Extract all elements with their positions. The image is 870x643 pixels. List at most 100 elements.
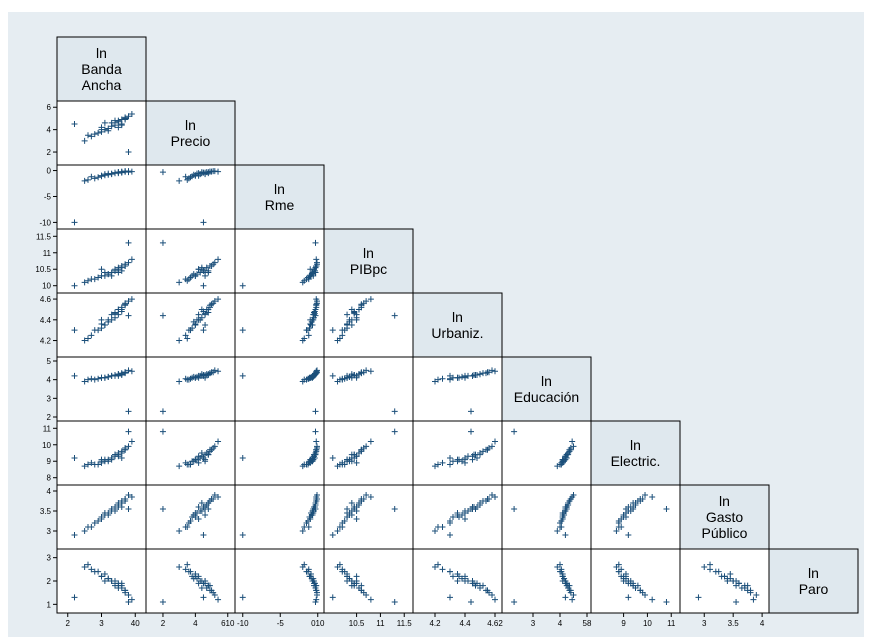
variable-label: Público — [702, 525, 748, 541]
scatter-cell — [412, 420, 503, 486]
data-point — [187, 518, 194, 524]
variable-label: Educación — [514, 389, 579, 405]
data-point — [353, 459, 360, 466]
data-point — [707, 561, 714, 568]
y-tick-label: -5 — [44, 192, 52, 201]
data-point — [625, 532, 632, 538]
data-point — [108, 269, 115, 276]
data-point — [450, 573, 456, 580]
data-point — [187, 174, 194, 181]
data-point — [483, 498, 489, 504]
data-point — [184, 176, 191, 183]
data-point — [115, 266, 122, 273]
y-tick-label: 4 — [47, 376, 52, 385]
data-point — [435, 461, 441, 468]
data-point — [115, 504, 122, 510]
data-point — [215, 438, 222, 445]
data-point — [367, 596, 374, 603]
scatter-cell — [234, 356, 325, 422]
data-point — [118, 122, 125, 129]
data-point — [187, 375, 194, 382]
data-point — [205, 309, 212, 316]
data-point — [182, 332, 189, 339]
data-point — [81, 528, 88, 534]
data-point — [468, 428, 474, 435]
y-tick-label: 2 — [47, 148, 52, 157]
scatter-cell — [234, 548, 325, 614]
data-point — [195, 516, 202, 522]
data-point — [447, 568, 453, 575]
data-point — [115, 311, 122, 318]
data-point — [88, 276, 95, 283]
data-point — [202, 512, 209, 518]
data-point — [563, 506, 570, 512]
data-point — [329, 594, 336, 601]
data-point — [91, 376, 98, 383]
data-point — [637, 498, 644, 504]
data-point — [462, 516, 468, 522]
data-point — [447, 372, 453, 379]
data-point — [313, 587, 320, 594]
data-point — [358, 446, 365, 453]
data-point — [313, 256, 320, 263]
data-point — [122, 587, 129, 594]
data-point — [311, 267, 317, 274]
variable-label: ln — [452, 309, 463, 325]
data-point — [128, 256, 135, 263]
y-tick-label: 3 — [47, 554, 52, 563]
data-point — [336, 335, 343, 342]
data-point — [210, 496, 217, 502]
data-point — [159, 312, 166, 319]
data-point — [112, 117, 118, 124]
scatter-cell — [56, 164, 147, 230]
data-point — [391, 506, 398, 512]
data-point — [88, 332, 95, 339]
data-point — [358, 498, 365, 504]
data-point — [122, 116, 129, 123]
data-point — [625, 594, 632, 601]
data-point — [159, 428, 166, 435]
data-point — [98, 266, 105, 273]
data-point — [630, 582, 637, 589]
y-tick-label: 4.2 — [40, 337, 52, 346]
data-point — [313, 446, 320, 453]
data-point — [632, 500, 639, 506]
data-point — [569, 438, 576, 445]
data-point — [663, 599, 670, 605]
data-point — [336, 524, 343, 530]
data-point — [198, 371, 205, 378]
data-point — [210, 300, 217, 307]
data-point — [115, 453, 122, 460]
data-point — [182, 566, 189, 573]
data-point — [492, 494, 498, 500]
data-point — [554, 528, 561, 534]
data-point — [563, 451, 570, 458]
data-point — [557, 461, 563, 468]
data-point — [456, 374, 462, 381]
data-point — [159, 599, 166, 605]
y-tick-label: 2 — [47, 413, 52, 422]
variable-label: ln — [363, 245, 374, 261]
data-point — [85, 132, 91, 139]
data-point — [115, 372, 122, 379]
data-point — [108, 311, 115, 318]
data-point — [341, 518, 348, 524]
data-point — [210, 168, 217, 175]
variable-label: ln — [274, 181, 285, 197]
data-point — [305, 332, 312, 339]
data-point — [559, 573, 566, 580]
data-point — [197, 508, 204, 514]
data-point — [81, 137, 88, 144]
variable-label: ln — [719, 493, 730, 509]
data-point — [71, 594, 78, 601]
x-tick-label: 2 — [161, 619, 166, 628]
data-point — [215, 596, 222, 603]
data-point — [192, 374, 199, 381]
x-tick-label: 2 — [66, 619, 71, 628]
data-point — [299, 528, 306, 534]
y-tick-label: 10 — [42, 282, 51, 291]
data-point — [200, 532, 207, 538]
data-point — [122, 262, 129, 269]
data-point — [202, 504, 209, 510]
scatter-cell — [323, 548, 414, 614]
